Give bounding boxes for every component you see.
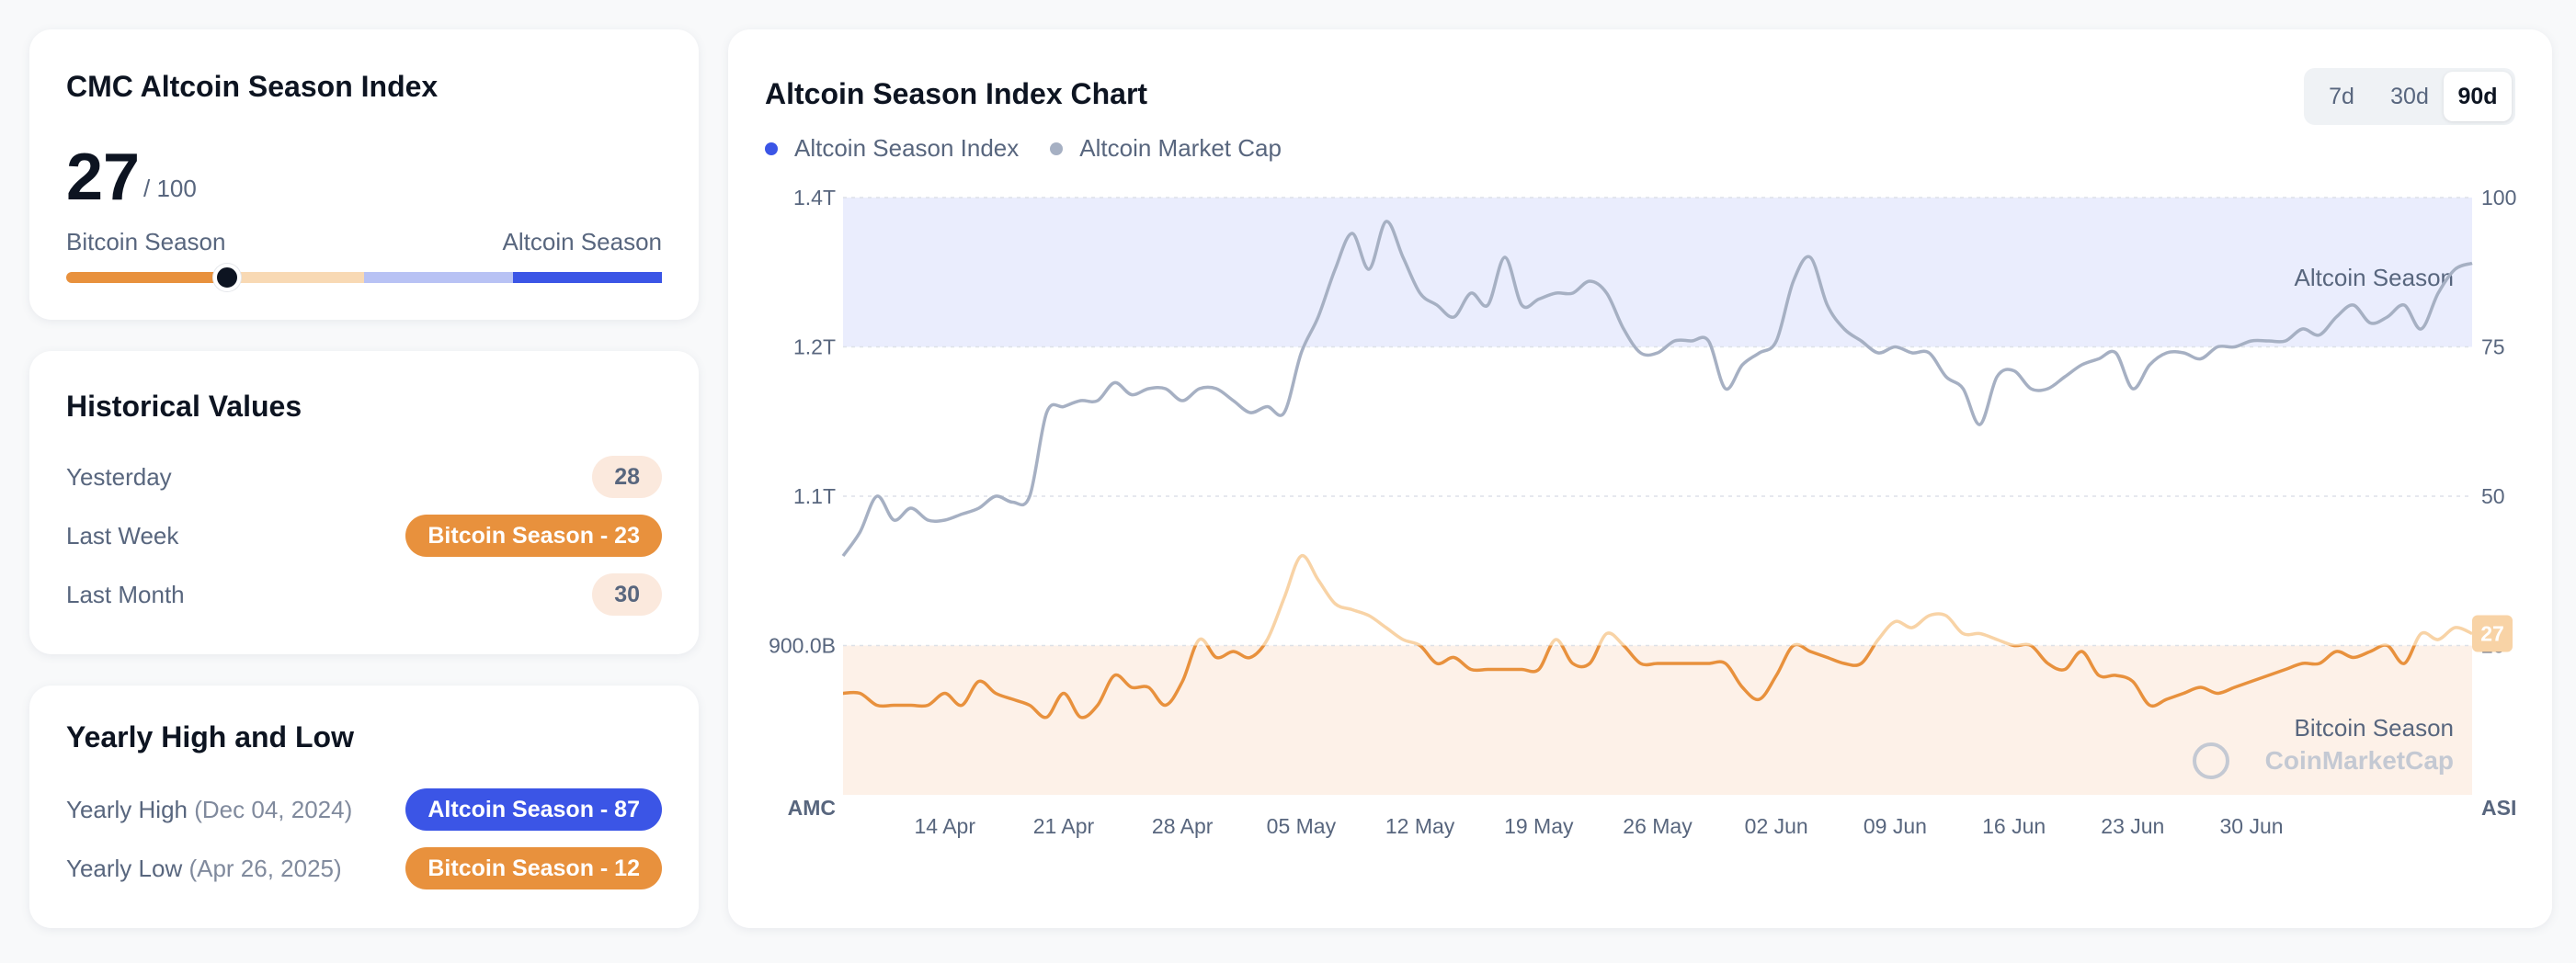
chart-legend: Altcoin Season Index Altcoin Market Cap: [765, 134, 1282, 163]
altcoin-season-zone: [843, 198, 2472, 347]
yearly-low-badge: Bitcoin Season - 12: [405, 847, 662, 889]
altcoin-season-label: Altcoin Season: [502, 228, 662, 255]
yesterday-value-badge: 28: [592, 456, 662, 498]
yearly-high-date: (Dec 04, 2024): [194, 796, 353, 823]
yearly-low-label: Yearly Low (Apr 26, 2025): [66, 855, 342, 883]
index-line: [842, 645, 2417, 719]
historical-values-title: Historical Values: [66, 390, 302, 423]
legend-dot-index: [765, 142, 778, 155]
altcoin-season-zone-label: Altcoin Season: [2295, 264, 2454, 291]
index-card: CMC Altcoin Season Index 27 / 100 Bitcoi…: [29, 29, 699, 320]
x-axis-tick-0: 14 Apr: [915, 814, 976, 838]
bitcoin-season-label: Bitcoin Season: [66, 228, 226, 255]
coinmarketcap-watermark: CoinMarketCap: [2265, 746, 2454, 775]
yesterday-label: Yesterday: [66, 463, 172, 491]
last-month-label: Last Month: [66, 581, 185, 608]
right-axis-tick-0: 100: [2481, 186, 2516, 210]
legend-dot-market-cap: [1050, 142, 1064, 155]
chart-card: Altcoin Season Bitcoin Season CoinMarketCa…: [728, 29, 2552, 928]
right-axis-tick-2: 50: [2481, 484, 2505, 508]
x-axis-tick-4: 12 May: [1385, 814, 1455, 838]
yearly-high-badge: Altcoin Season - 87: [405, 788, 662, 831]
altcoin-season-chart: Altcoin Season Bitcoin Season CoinMarketCa…: [769, 186, 2516, 838]
legend-label-index: Altcoin Season Index: [794, 134, 1020, 162]
x-axis-tick-11: 30 Jun: [2220, 814, 2284, 838]
market-cap-line: [841, 220, 2473, 558]
tab-7d[interactable]: 7d: [2329, 84, 2354, 109]
gauge-segment-altcoin: [513, 272, 662, 283]
yearly-high-low-card: Yearly High and Low Yearly High (Dec 04,…: [29, 685, 699, 928]
x-axis-tick-3: 05 May: [1267, 814, 1337, 838]
x-axis-tick-2: 28 Apr: [1152, 814, 1214, 838]
index-card-title: CMC Altcoin Season Index: [66, 70, 439, 103]
yearly-high-label: Yearly High (Dec 04, 2024): [66, 796, 352, 824]
x-axis-tick-1: 21 Apr: [1033, 814, 1095, 838]
historical-values-card: Historical Values Yesterday 28 Last Week…: [29, 351, 699, 654]
last-week-value-badge: Bitcoin Season - 23: [405, 515, 662, 557]
current-value-tag-text: 27: [2480, 622, 2504, 646]
last-week-label: Last Week: [66, 522, 179, 549]
chart-title: Altcoin Season Index Chart: [765, 77, 1148, 110]
left-axis-tick-1: 1.2T: [793, 335, 836, 359]
right-axis-label: ASI: [2481, 796, 2516, 820]
legend-label-market-cap: Altcoin Market Cap: [1079, 134, 1282, 162]
x-axis-tick-6: 26 May: [1623, 814, 1693, 838]
timeframe-tabs: 7d 30d 90d: [2304, 68, 2515, 125]
yearly-low-date: (Apr 26, 2025): [188, 855, 342, 882]
index-value: 27: [66, 141, 141, 214]
tab-90d[interactable]: 90d: [2444, 72, 2512, 121]
legend-item-market-cap[interactable]: Altcoin Market Cap: [1050, 134, 1282, 163]
left-axis-tick-3: 900.0B: [769, 634, 836, 658]
bitcoin-season-zone: [843, 645, 2472, 795]
right-axis-tick-1: 75: [2481, 335, 2505, 359]
gauge-segment-neutral-altcoin: [364, 272, 513, 283]
yearly-high-low-title: Yearly High and Low: [66, 720, 354, 753]
tab-30d[interactable]: 30d: [2390, 84, 2429, 109]
season-gauge: [66, 264, 662, 291]
x-axis-tick-5: 19 May: [1504, 814, 1574, 838]
index-max: / 100: [143, 175, 197, 202]
yearly-low-text: Yearly Low: [66, 855, 183, 882]
x-axis-tick-9: 16 Jun: [1982, 814, 2046, 838]
coinmarketcap-logo-icon: [2193, 742, 2229, 779]
x-axis-tick-8: 09 Jun: [1864, 814, 1927, 838]
current-value-tag: [2472, 615, 2513, 652]
left-axis-tick-0: 1.4T: [793, 186, 836, 210]
yearly-high-text: Yearly High: [66, 796, 188, 823]
bitcoin-season-zone-label: Bitcoin Season: [2295, 714, 2454, 742]
gauge-segment-bitcoin: [66, 272, 215, 283]
gauge-segment-neutral-bitcoin: [215, 272, 364, 283]
legend-item-index[interactable]: Altcoin Season Index: [765, 134, 1019, 163]
x-axis-tick-10: 23 Jun: [2101, 814, 2164, 838]
left-axis-label: AMC: [788, 796, 836, 820]
gauge-indicator: [212, 264, 241, 291]
left-axis-tick-2: 1.1T: [793, 484, 836, 508]
x-axis-tick-7: 02 Jun: [1745, 814, 1808, 838]
last-month-value-badge: 30: [592, 573, 662, 616]
